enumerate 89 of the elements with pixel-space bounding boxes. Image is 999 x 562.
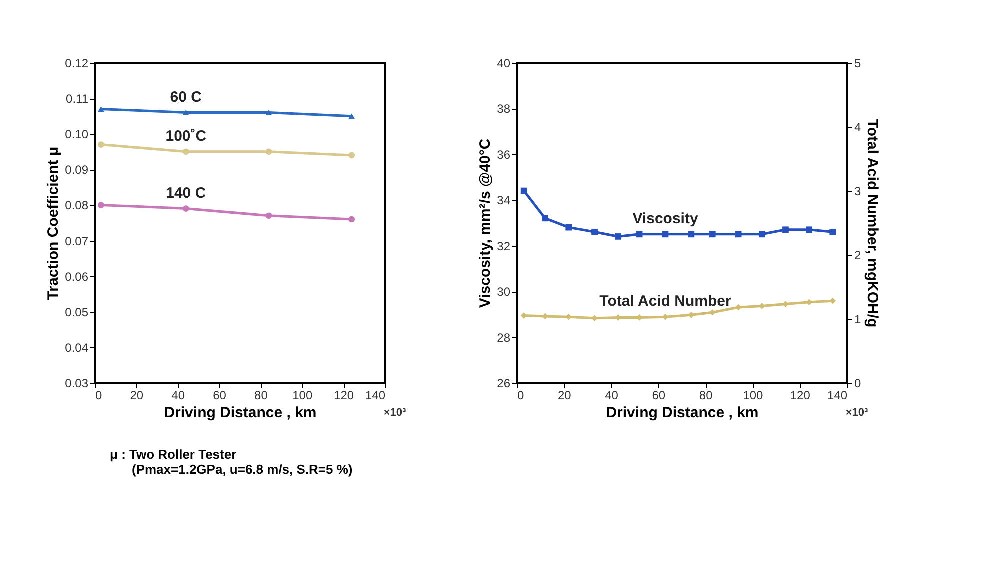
- y-tick-label: 0.04: [65, 340, 89, 355]
- y2-tick-label: 5: [854, 56, 862, 70]
- text: ×10³: [384, 407, 406, 419]
- y2-tick-label: 4: [854, 120, 862, 134]
- point: [98, 202, 104, 208]
- x-tick-label: 80: [254, 388, 268, 402]
- x-tick-label: 100: [292, 388, 313, 402]
- point: [98, 142, 104, 148]
- x-tick-label: 20: [558, 388, 572, 402]
- point: [592, 228, 598, 236]
- x-tick-label: 40: [605, 388, 619, 402]
- text: (Pmax=1.2GPa, u=6.8 m/s, S.R=5 %): [131, 462, 354, 477]
- point: [709, 231, 716, 238]
- series-label: Total Acid Number: [600, 293, 732, 310]
- x-tick-label: 100: [743, 388, 764, 402]
- point: [566, 224, 572, 231]
- x-tick-label: 120: [790, 388, 811, 402]
- y-tick-label: 0.09: [65, 163, 89, 178]
- point: [615, 234, 622, 240]
- x-tick-label: 0: [518, 388, 524, 402]
- y-axis-title: Viscosity, mm²/s @40°C: [477, 138, 494, 308]
- series-label: 60 C: [170, 88, 202, 106]
- y-tick-label: 40: [497, 56, 511, 70]
- point: [662, 231, 669, 238]
- point: [636, 231, 643, 238]
- y2-tick-label: 1: [854, 312, 862, 326]
- y-tick-label: 0.03: [65, 376, 89, 390]
- y2-axis-title: Total Acid Number, mgKOH/g: [864, 119, 882, 328]
- y-tick-label: 30: [497, 285, 511, 300]
- y-axis-title: Traction Coefficient μ: [45, 146, 62, 300]
- y-tick-label: 0.06: [65, 270, 89, 284]
- point: [688, 312, 695, 318]
- point: [348, 152, 356, 159]
- y-tick-label: 0.10: [65, 128, 89, 142]
- point: [348, 114, 356, 120]
- point: [830, 298, 836, 304]
- point: [182, 206, 190, 212]
- x-tick-label: 0: [96, 388, 102, 402]
- y-tick-label: 36: [497, 148, 511, 162]
- y2-tick-label: 3: [854, 184, 862, 198]
- text: μ : Two Roller Tester: [110, 447, 238, 462]
- point: [542, 215, 548, 222]
- x-tick-label: 20: [130, 388, 144, 402]
- point: [520, 312, 528, 319]
- point: [782, 226, 789, 234]
- point: [806, 226, 812, 234]
- point: [709, 309, 716, 316]
- x-tick-label: 40: [172, 388, 186, 402]
- y-tick-label: 32: [497, 239, 511, 254]
- point: [735, 231, 742, 238]
- series-label: 140 C: [166, 184, 206, 202]
- y-tick-label: 0.12: [65, 56, 89, 70]
- point: [542, 313, 548, 320]
- y-tick-label: 0.08: [65, 198, 89, 213]
- y-tick-label: 0.11: [66, 92, 89, 106]
- point: [266, 212, 272, 220]
- point: [266, 148, 272, 156]
- y-tick-label: 34: [497, 194, 511, 208]
- point: [266, 110, 272, 116]
- point: [735, 304, 742, 311]
- point: [688, 231, 695, 238]
- text: ×10³: [846, 407, 868, 419]
- point: [758, 303, 766, 310]
- y-tick-label: 0.07: [65, 234, 89, 248]
- y2-tick-label: 0: [854, 376, 862, 390]
- y-tick-label: 26: [497, 376, 511, 390]
- x-tick-label: 60: [213, 388, 227, 402]
- y2-tick-label: 2: [854, 248, 862, 262]
- point: [98, 106, 104, 112]
- x-axis-title: Driving Distance , km: [606, 404, 759, 422]
- x-tick-label: 80: [699, 388, 714, 402]
- point: [348, 216, 356, 223]
- x-tick-label: 120: [334, 388, 354, 402]
- point: [182, 110, 190, 116]
- y-tick-label: 28: [497, 330, 511, 345]
- y-tick-label: 0.05: [65, 305, 89, 320]
- point: [830, 228, 836, 236]
- x-tick-label: 60: [652, 388, 666, 402]
- x-tick-label: 140: [365, 388, 386, 402]
- point: [806, 299, 812, 306]
- series-label: 100˚C: [166, 128, 207, 145]
- y-tick-label: 38: [497, 102, 511, 116]
- x-axis-title: Driving Distance , km: [164, 404, 317, 422]
- point: [758, 231, 766, 238]
- x-tick-label: 140: [827, 388, 848, 402]
- series-label: Viscosity: [632, 210, 699, 228]
- point: [520, 188, 528, 194]
- point: [182, 148, 190, 156]
- point: [592, 315, 598, 322]
